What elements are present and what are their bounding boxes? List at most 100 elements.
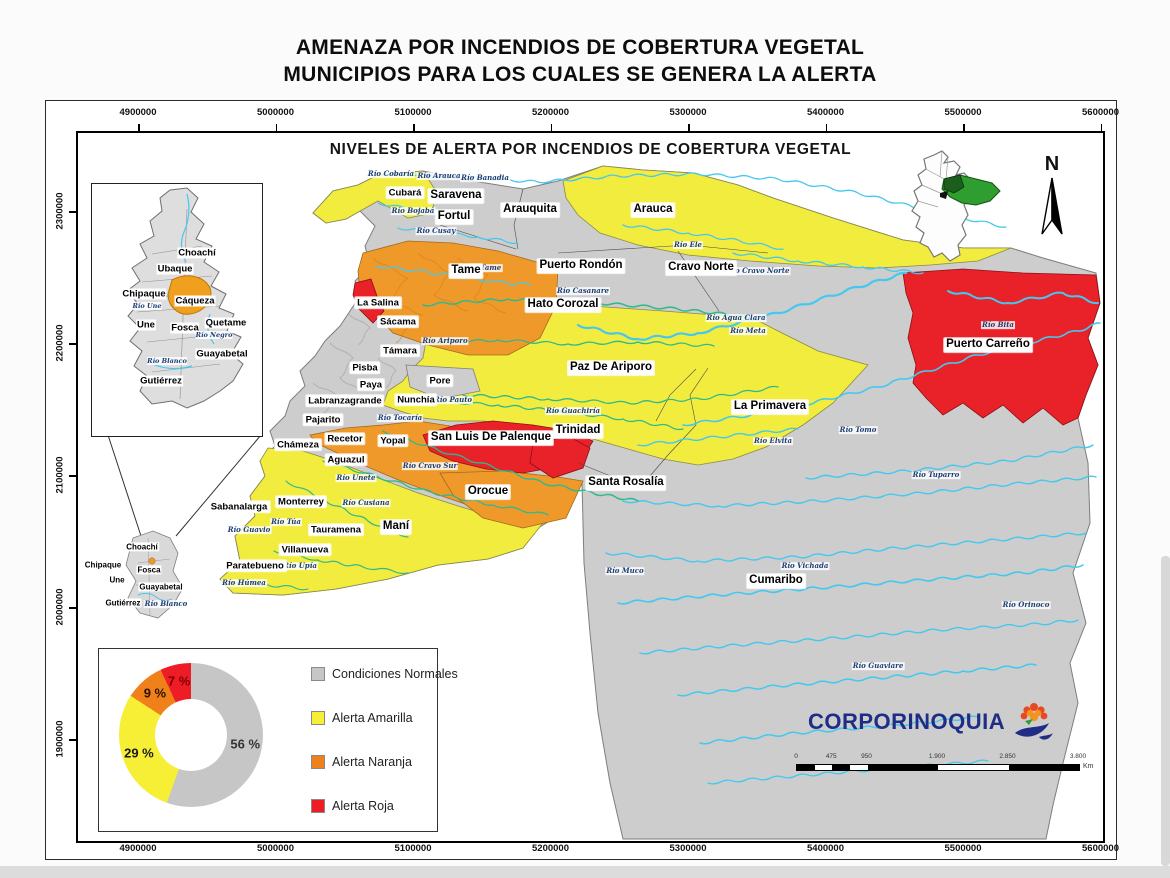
terrain-texture-stroke [347, 312, 371, 346]
x-axis-tickmark [413, 124, 415, 131]
x-axis-tick-label: 5000000 [257, 843, 294, 854]
donut-value-label: 29 % [124, 745, 154, 761]
x-axis-tick-label: 5500000 [944, 843, 982, 854]
scale-bar-tick-label: 1.900 [928, 753, 946, 760]
y-axis-tickmark [69, 739, 76, 741]
scale-bar-segment [849, 765, 868, 770]
scale-bar-segment [832, 765, 850, 770]
page-title-line2: MUNICIPIOS PARA LOS CUALES SE GENERA LA … [283, 63, 877, 86]
colombia-locator-map [904, 149, 1014, 269]
river-line [429, 338, 715, 347]
x-axis-tickmark [275, 124, 277, 131]
x-axis-tickmark [688, 124, 690, 131]
x-axis-tickmark [963, 124, 965, 131]
x-axis-tick-label: 4900000 [119, 107, 157, 118]
north-arrow: N [1030, 153, 1074, 245]
x-axis-tick-label: 5100000 [394, 107, 432, 118]
caqueza-cluster [125, 530, 184, 619]
donut-value-label: 56 % [230, 736, 261, 752]
corporinoquia-logo: CORPORINOQUIA [808, 699, 1055, 745]
river-line [805, 444, 1094, 480]
y-axis-tick-label: 2200000 [54, 324, 66, 362]
river-line [637, 427, 799, 447]
legend-item: Alerta Naranja [311, 755, 412, 769]
river-line [699, 715, 979, 745]
legend-swatch [311, 667, 325, 681]
y-axis-tick-label: 2000000 [54, 588, 66, 626]
scrollbar-thumb[interactable] [1161, 556, 1170, 866]
scale-bar-tick-label: 950 [861, 753, 872, 760]
page-title-line1: AMENAZA POR INCENDIOS DE COBERTURA VEGET… [295, 36, 865, 59]
corporinoquia-logo-icon [1015, 703, 1054, 740]
y-axis-tick-label: 2100000 [54, 456, 66, 494]
legend-label: Alerta Amarilla [332, 711, 413, 725]
x-axis-tick-label: 5400000 [807, 843, 844, 854]
river-line [639, 619, 1079, 655]
rivers [227, 172, 1101, 785]
legend-swatch [311, 799, 325, 813]
scale-bar-tick-label: 0 [794, 753, 798, 760]
x-axis-tick-label: 4900000 [119, 843, 157, 854]
y-axis-tickmark [69, 211, 76, 213]
scale-bar-segment [1008, 765, 1079, 770]
scale-bar-segment [797, 765, 815, 770]
scale-bar-segments [796, 764, 1080, 771]
inset-map-svg [126, 187, 244, 409]
donut-value-label: 7 % [167, 673, 191, 689]
y-axis-tickmark [69, 607, 76, 609]
y-axis-tick-label: 1900000 [54, 720, 66, 758]
river-line [622, 224, 784, 250]
bottom-strip [0, 866, 1170, 878]
x-axis-tick-label: 5100000 [394, 843, 432, 854]
scale-bar-tick-label: 2.850 [999, 753, 1016, 760]
x-axis-tick-label: 5600000 [1082, 843, 1119, 854]
legend-swatch [311, 711, 325, 725]
legend-swatch [311, 755, 325, 769]
x-axis-tick-label: 5300000 [669, 843, 707, 854]
x-axis-tickmark [1100, 124, 1102, 131]
legend-label: Alerta Naranja [332, 755, 412, 769]
scale-bar: 0 475 950 1.900 2.850 3.800 Km [794, 753, 1094, 775]
terrain-texture-stroke [329, 342, 361, 392]
x-axis-tick-label: 5600000 [1082, 107, 1119, 118]
x-axis-tick-label: 5500000 [944, 107, 982, 118]
map-canvas: NIVELES DE ALERTA POR INCENDIOS DE COBER… [76, 131, 1105, 843]
x-axis-tick-label: 5200000 [532, 843, 569, 854]
scale-bar-tick-label: 475 [825, 753, 837, 760]
y-axis-tick-label: 2300000 [54, 192, 66, 230]
river-line [382, 430, 639, 502]
scale-bar-segment [814, 765, 833, 770]
zone-puerto-carreno [902, 268, 1101, 426]
x-axis-tick-label: 5200000 [532, 107, 569, 118]
x-axis-tick-label: 5000000 [257, 107, 294, 118]
river-line [947, 290, 1099, 305]
river-line [605, 532, 1087, 563]
river-line [622, 475, 1097, 508]
scale-bar-tick-label: 3.800 [1069, 753, 1087, 760]
river-line [576, 271, 908, 341]
map-frame: 4900000 4900000 5000000 5000000 5100000 51000… [45, 100, 1119, 860]
legend-item: Condiciones Normales [311, 667, 458, 681]
page-title: AMENAZA POR INCENDIOS DE COBERTURA VEGET… [45, 34, 1115, 88]
caqueza-inset-map: Choachí Ubaque Chipaque Cáqueza Une Fosca Quet… [91, 183, 263, 437]
river-line [322, 460, 549, 516]
north-arrow-icon [1041, 177, 1063, 235]
x-axis-tick-label: 5300000 [669, 107, 707, 118]
terrain-texture [312, 252, 507, 414]
colombia-locator-svg [911, 150, 1001, 262]
river-line [677, 663, 1037, 697]
river-line [732, 252, 924, 275]
legend-label: Condiciones Normales [332, 667, 458, 681]
terrain-texture-stroke [377, 357, 397, 389]
legend-item: Alerta Amarilla [311, 711, 413, 725]
scale-bar-unit: Km [1083, 763, 1094, 770]
terrain-texture-stroke [312, 382, 337, 414]
corporinoquia-logo-text: CORPORINOQUIA [808, 709, 1006, 734]
river-line [462, 385, 779, 405]
y-axis-tickmark [69, 475, 76, 477]
scale-bar-segment [938, 765, 1009, 770]
donut-value-label: 9 % [143, 685, 167, 701]
x-axis-tickmark [138, 124, 140, 131]
river-line [617, 564, 1084, 605]
x-axis-tick-label: 5400000 [807, 107, 844, 118]
